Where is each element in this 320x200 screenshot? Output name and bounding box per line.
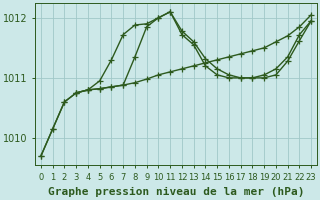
X-axis label: Graphe pression niveau de la mer (hPa): Graphe pression niveau de la mer (hPa) xyxy=(48,187,304,197)
